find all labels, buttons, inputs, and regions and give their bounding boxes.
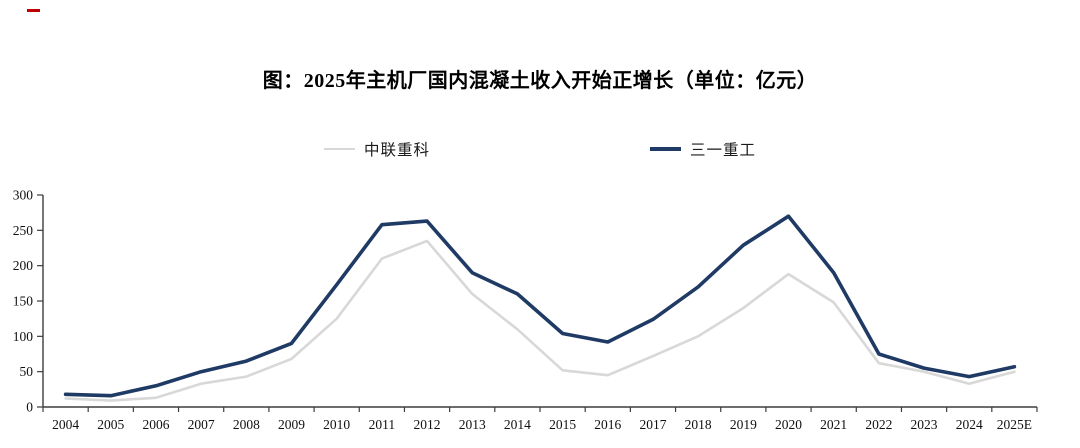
x-axis-label: 2018 xyxy=(685,417,712,432)
x-axis-label: 2016 xyxy=(594,417,621,432)
x-axis-label: 2021 xyxy=(820,417,847,432)
x-axis-label: 2022 xyxy=(865,417,892,432)
chart-title: 图：2025年主机厂国内混凝土收入开始正增长（单位：亿元） xyxy=(262,70,818,92)
x-axis-label: 2010 xyxy=(323,417,350,432)
x-axis-label: 2011 xyxy=(369,417,396,432)
legend-swatch-zoomlion xyxy=(324,148,355,150)
legend-item-zoomlion: 中联重科 xyxy=(324,138,430,160)
y-axis-label: 0 xyxy=(26,400,33,415)
x-axis-label: 2008 xyxy=(233,417,260,432)
red-dash-mark xyxy=(27,9,40,12)
y-axis-label: 100 xyxy=(13,329,34,344)
x-axis-label: 2009 xyxy=(278,417,305,432)
series-line-sany xyxy=(63,214,1017,398)
x-axis-label: 2015 xyxy=(549,417,576,432)
y-axis-label: 250 xyxy=(13,223,34,238)
legend-label-zoomlion: 中联重科 xyxy=(364,142,431,159)
x-axis-label: 2024 xyxy=(956,417,983,432)
x-axis-label: 2025E xyxy=(997,417,1032,432)
x-axis-label: 2005 xyxy=(97,417,124,432)
x-axis-label: 2020 xyxy=(775,417,802,432)
series-line-zoomlion xyxy=(64,239,1016,402)
x-axis-label: 2023 xyxy=(911,417,938,432)
x-axis-label: 2017 xyxy=(639,417,666,432)
legend-label-sany: 三一重工 xyxy=(690,142,757,159)
chart-legend: 中联重科 三一重工 xyxy=(0,138,1080,160)
legend-swatch-sany xyxy=(650,147,681,151)
x-axis-label: 2007 xyxy=(188,417,215,432)
legend-item-sany: 三一重工 xyxy=(650,138,756,160)
x-axis-label: 2004 xyxy=(52,417,79,432)
x-axis-label: 2019 xyxy=(730,417,757,432)
x-axis-label: 2013 xyxy=(459,417,486,432)
x-axis-label: 2014 xyxy=(504,417,531,432)
y-axis-label: 50 xyxy=(20,364,34,379)
y-axis-label: 300 xyxy=(13,188,34,203)
y-axis-label: 200 xyxy=(13,258,34,273)
x-axis-label: 2006 xyxy=(142,417,169,432)
y-axis-label: 150 xyxy=(13,294,34,309)
x-axis-label: 2012 xyxy=(414,417,441,432)
